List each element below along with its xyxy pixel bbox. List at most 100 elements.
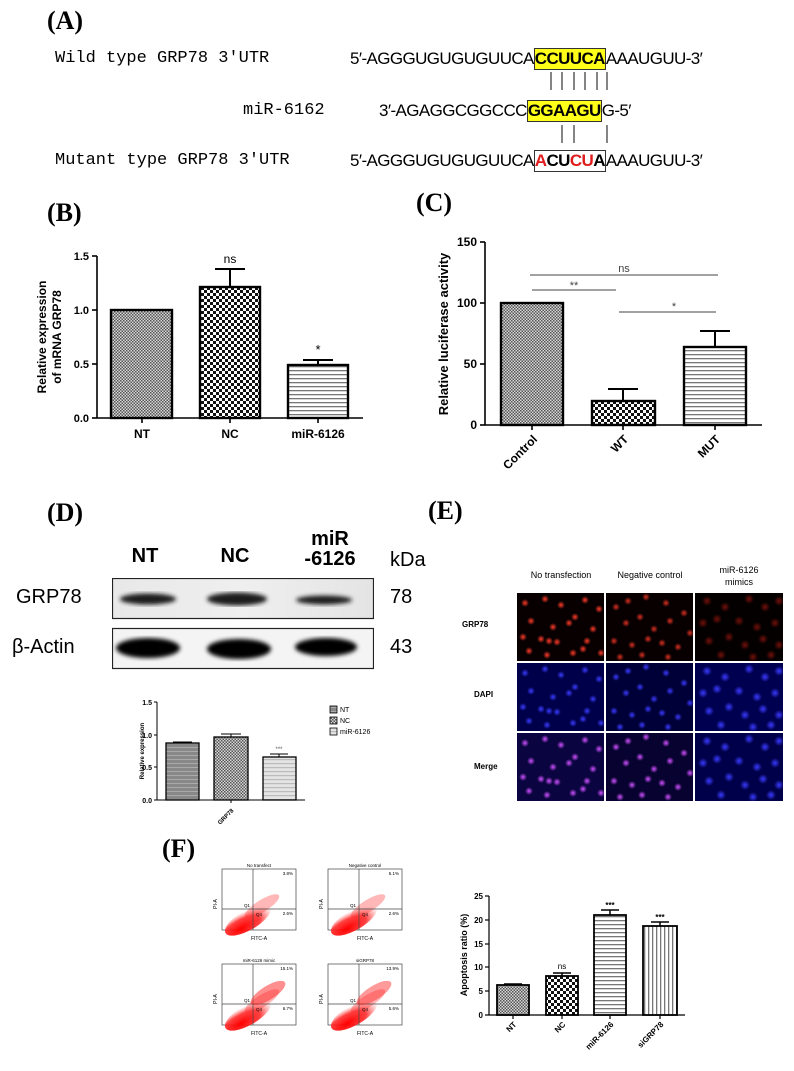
svg-text:13.9%: 13.9%: [386, 966, 399, 971]
svg-text:FITC-A: FITC-A: [357, 936, 374, 942]
f-bar-nc: [545, 975, 579, 1016]
panel-label-f: (F): [162, 834, 196, 863]
panel-label-b: (B): [47, 198, 82, 227]
micro-col-mimics-line2: mimics: [725, 577, 753, 587]
micro-col-negative-control: Negative control: [617, 570, 683, 580]
wt-suffix: AAAUGUU-3′: [605, 49, 703, 68]
f-annot-si: ***: [655, 913, 665, 922]
b-ylabel-line1: Relative expression: [35, 281, 49, 394]
c-sig-ns: ns: [618, 263, 630, 275]
dq-legend-nc: NC: [340, 718, 350, 725]
mut-base-2: CU: [546, 151, 570, 170]
svg-text:No transfect: No transfect: [247, 863, 272, 868]
svg-text:Q4: Q4: [256, 912, 263, 917]
b-ylabel-line2: of mRNA GRP78: [50, 290, 64, 384]
blot-row-grp78-kda: 78: [390, 586, 413, 608]
microscopy-grid: [517, 593, 783, 801]
mir-suffix: G-5′: [601, 101, 632, 120]
micro-col-mimics-line1: miR-6126: [719, 565, 759, 575]
svg-text:PI-A: PI-A: [213, 993, 219, 1003]
c-sig-double-star: **: [570, 280, 579, 292]
svg-text:PI-A: PI-A: [213, 898, 219, 908]
svg-text:FITC-A: FITC-A: [251, 936, 268, 942]
svg-text:Q1: Q1: [350, 998, 357, 1003]
f-annot-nc: ns: [558, 962, 566, 971]
dq-ytick-0.5: 0.5: [142, 765, 152, 772]
dq-bar-nc: [213, 736, 249, 801]
svg-text:2.6%: 2.6%: [389, 911, 399, 916]
blot-row-actin-kda: 43: [390, 636, 413, 658]
svg-text:3.8%: 3.8%: [283, 871, 293, 876]
wild-type-label: Wild type GRP78 3′UTR: [55, 49, 270, 68]
mirna-sequence: 3′-AGAGGCGGCCCGGAAGUG-5′: [379, 100, 631, 122]
mir-seed-box: GGAAGU: [526, 100, 602, 122]
dq-legend-mir: miR-6126: [340, 729, 370, 736]
svg-text:Q1: Q1: [350, 903, 357, 908]
svg-text:siGRP78: siGRP78: [356, 958, 375, 963]
c-sig-star: *: [672, 301, 677, 313]
c-bar-wt: [590, 399, 657, 427]
mut-base-4: A: [593, 151, 605, 170]
chart-f: 25 20 15 10 5 0 Apoptosis ratio (%) ns *…: [459, 892, 685, 1052]
micro-cell-grp78-nc: [606, 593, 694, 661]
f-xtick-mir: miR-6126: [584, 1020, 616, 1052]
b-bar-nt: [109, 308, 174, 420]
dq-ytick-0.0: 0.0: [142, 798, 152, 805]
mut-seed-box: ACUCUA: [533, 150, 606, 172]
mutant-type-sequence: 5′-AGGGUGUGUGUUCAACUCUAAAAUGUU-3′: [350, 150, 703, 172]
micro-cell-dapi-nt: [517, 663, 605, 731]
dq-ytick-1.0: 1.0: [142, 733, 152, 740]
f-ytick-0: 0: [479, 1011, 484, 1020]
b-ytick-1.0: 1.0: [74, 305, 89, 317]
svg-text:Negative control: Negative control: [349, 863, 382, 868]
micro-cell-dapi-nc: [606, 663, 694, 731]
blot-lane-mir-line2: -6126: [304, 548, 356, 570]
f-annot-mir: ***: [605, 901, 615, 910]
c-ytick-100: 100: [457, 296, 477, 310]
flow-plot-mir6126-mimic: miR-6126 mimic 15.1% 6.7% Q1 Q4 FITC-A P…: [213, 958, 297, 1038]
c-ytick-150: 150: [457, 235, 477, 249]
svg-text:5.6%: 5.6%: [389, 1006, 399, 1011]
mirna-label: miR-6162: [243, 101, 325, 120]
flow-plot-sigrp78: siGRP78 13.9% 5.6% Q1 Q4 FITC-A PI-A: [319, 958, 403, 1038]
svg-text:miR-6126 mimic: miR-6126 mimic: [243, 958, 276, 963]
chart-b: 1.5 1.0 0.5 0.0 Relative expression of m…: [35, 251, 363, 441]
f-ytick-15: 15: [474, 940, 483, 949]
flow-plot-negative-control: Negative control 5.1% 2.6% Q1 Q4 FITC-A …: [319, 863, 403, 943]
dq-legend-nt: NT: [340, 707, 350, 714]
b-bar-nc: [198, 285, 262, 420]
micro-cell-merge-nt: [517, 733, 605, 801]
wt-seed-box: CCUUCA: [533, 48, 606, 70]
svg-text:Q1: Q1: [244, 998, 251, 1003]
svg-text:FITC-A: FITC-A: [251, 1031, 268, 1037]
svg-text:PI-A: PI-A: [319, 898, 325, 908]
blot-row-grp78-label: GRP78: [16, 586, 82, 608]
b-ytick-0.0: 0.0: [74, 413, 89, 425]
b-xtick-nc: NC: [221, 427, 239, 441]
svg-text:2.6%: 2.6%: [283, 911, 293, 916]
western-blot: [112, 578, 374, 670]
wt-prefix: 5′-AGGGUGUGUGUUCA: [350, 49, 534, 68]
c-bar-control: [499, 301, 565, 427]
mut-prefix: 5′-AGGGUGUGUGUUCA: [350, 151, 534, 170]
f-bar-nt: [496, 984, 530, 1016]
flow-plot-no-transfect: No transfect 3.8% 2.6% Q1 Q4 FITC-A PI-A: [213, 863, 297, 943]
b-ytick-0.5: 0.5: [74, 359, 89, 371]
micro-cell-grp78-mimics: [695, 593, 783, 662]
blot-lane-nt: NT: [131, 545, 159, 567]
micro-cell-grp78-nt: [517, 593, 605, 661]
svg-text:15.1%: 15.1%: [280, 966, 293, 971]
flow-cytometry-plots: No transfect 3.8% 2.6% Q1 Q4 FITC-A PI-A…: [213, 863, 403, 1038]
svg-text:Q1: Q1: [244, 903, 251, 908]
svg-text:6.7%: 6.7%: [283, 1006, 293, 1011]
b-xtick-mir: miR-6126: [291, 427, 345, 441]
micro-row-grp78: GRP78: [462, 620, 489, 629]
dq-bar-nt: [165, 742, 200, 801]
b-ytick-1.5: 1.5: [74, 251, 89, 263]
f-ytick-25: 25: [474, 892, 483, 901]
dq-legend: NT NC miR-6126: [329, 705, 370, 736]
f-ytick-5: 5: [479, 987, 484, 996]
f-ytick-20: 20: [474, 916, 483, 925]
c-xtick-control: Control: [500, 432, 540, 472]
b-xtick-nt: NT: [134, 427, 151, 441]
